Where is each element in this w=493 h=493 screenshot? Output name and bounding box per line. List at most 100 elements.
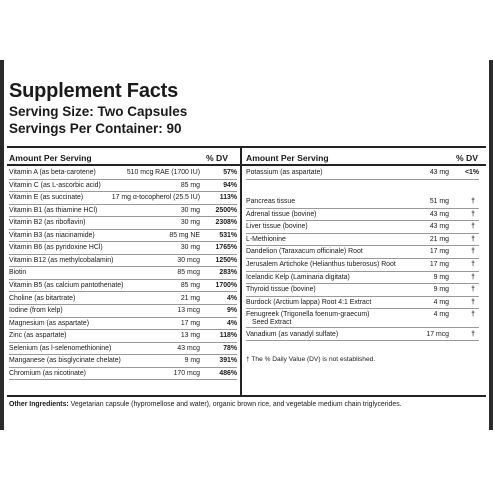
nutrient-dv: 94%	[223, 181, 237, 189]
nutrient-amount: 17 mg α-tocopherol (25.5 IU)	[111, 194, 200, 202]
nutrient-dv: †	[471, 248, 475, 256]
nutrient-dv: †	[471, 198, 475, 205]
nutrient-name: Vitamin A (as beta-carotene)	[9, 169, 96, 176]
nutrient-name: Dandelion (Taraxacum officinale) Root	[246, 248, 363, 256]
column-divider	[240, 148, 242, 396]
nutrient-name: L-Methionine	[246, 235, 286, 243]
nutrient-dv: 2308%	[215, 219, 237, 227]
nutrient-name: Choline (as bitartrate)	[9, 294, 76, 302]
header-rule	[7, 164, 486, 166]
nutrient-dv: †	[471, 223, 475, 231]
nutrient-name: Vanadium (as vanadyl sulfate)	[246, 330, 339, 338]
nutrient-row: Vitamin B12 (as methylcobalamin) 30 mcg 12…	[9, 255, 237, 268]
nutrient-name: Manganese (as bisglycinate chelate)	[9, 357, 121, 365]
nutrient-dv: 118%	[219, 332, 237, 340]
nutrient-dv: †	[471, 261, 475, 268]
dv-footnote: † The % Daily Value (DV) is not establis…	[246, 356, 376, 363]
nutrient-name: Vitamin B6 (as pyridoxine HCl)	[9, 244, 103, 252]
nutrient-row: Fenugreek (Trigonella foenum-graecum) See…	[246, 309, 479, 329]
nutrient-row: Vitamin E (as succinate) 17 mg α-tocopher…	[9, 192, 237, 205]
nutrient-name: Icelandic Kelp (Laminaria digitata)	[246, 273, 350, 281]
nutrient-amount: 17 mcg	[426, 330, 449, 338]
nutrient-amount: 85 mg NE	[169, 231, 200, 239]
nutrient-row: Pancreas tissue 51 mg †	[246, 196, 479, 209]
nutrient-name: Vitamin E (as succinate)	[9, 194, 84, 202]
nutrient-amount: 43 mg	[429, 169, 449, 176]
nutrient-row: Vitamin C (as L-ascorbic acid) 85 mg 94%	[9, 180, 237, 193]
nutrient-amount: 30 mg	[180, 206, 200, 214]
nutrient-row: Thyroid tissue (bovine) 9 mg †	[246, 284, 479, 297]
nutrient-dv: 2500%	[215, 206, 237, 214]
nutrient-dv: 1250%	[215, 256, 237, 264]
nutrient-dv: 4%	[227, 319, 237, 327]
nutrient-amount: 17 mg	[429, 248, 449, 256]
nutrient-amount: 21 mg	[180, 294, 200, 302]
nutrient-name: Vitamin B1 (as thiamine HCl)	[9, 206, 98, 214]
left-header-dv: % DV	[206, 153, 228, 163]
nutrient-name: Vitamin C (as L-ascorbic acid)	[9, 181, 101, 189]
nutrient-dv: †	[471, 311, 475, 319]
nutrient-row: L-Methionine 21 mg †	[246, 234, 479, 247]
nutrient-name: Potassium (as aspartate)	[246, 169, 323, 176]
nutrient-name: Iodine (from kelp)	[9, 307, 63, 315]
top-rule	[7, 146, 486, 148]
right-header-amount: Amount Per Serving	[246, 153, 329, 163]
nutrient-row: Vitamin B2 (as riboflavin) 30 mg 2308%	[9, 217, 237, 230]
nutrient-row: Vitamin B3 (as niacinamide) 85 mg NE 531%	[9, 230, 237, 243]
nutrient-dv: 283%	[219, 269, 237, 277]
nutrient-name: Biotin	[9, 269, 27, 277]
nutrient-amount: 51 mg	[429, 198, 449, 205]
bottom-rule	[7, 395, 486, 397]
nutrient-amount: 85 mcg	[177, 269, 200, 277]
nutrient-name: Vitamin B12 (as methylcobalamin)	[9, 256, 114, 264]
nutrient-amount: 43 mcg	[177, 344, 200, 352]
nutrient-row: Biotin 85 mcg 283%	[9, 267, 237, 280]
nutrient-row: Potassium (as aspartate) 43 mg <1%	[246, 167, 479, 180]
nutrient-name: Pancreas tissue	[246, 198, 296, 205]
other-ingredients-label: Other Ingredients:	[9, 401, 69, 408]
nutrient-dv: †	[471, 286, 475, 294]
nutrient-row: Vitamin B1 (as thiamine HCl) 30 mg 2500%	[9, 205, 237, 218]
image-right-edge	[489, 60, 493, 430]
nutrient-dv: †	[471, 298, 475, 306]
nutrient-amount: 13 mg	[180, 332, 200, 340]
nutrient-row: Zinc (as aspartate) 13 mg 118%	[9, 330, 237, 343]
other-ingredients-text: Vegetarian capsule (hypromellose and wat…	[68, 401, 402, 408]
nutrient-name: Thyroid tissue (bovine)	[246, 286, 316, 294]
nutrient-row: Icelandic Kelp (Laminaria digitata) 9 mg †	[246, 272, 479, 285]
nutrient-name: Zinc (as aspartate)	[9, 332, 67, 340]
nutrient-amount: 510 mcg RAE (1700 IU)	[126, 169, 200, 176]
nutrient-row: Chromium (as nicotinate) 170 mcg 486%	[9, 368, 237, 381]
nutrient-name-continued: Seed Extract	[252, 318, 292, 326]
servings-per-container: Servings Per Container: 90	[9, 121, 182, 136]
image-left-edge	[0, 60, 4, 430]
nutrient-name: Adrenal tissue (bovine)	[246, 210, 317, 218]
nutrient-amount: 30 mg	[180, 219, 200, 227]
nutrient-dv: <1%	[465, 169, 479, 176]
nutrient-row: Selenium (as l-selenomethionine) 43 mcg 78…	[9, 343, 237, 356]
nutrient-dv: 1765%	[215, 244, 237, 252]
nutrient-row: Vanadium (as vanadyl sulfate) 17 mcg †	[246, 329, 479, 342]
nutrient-amount: 30 mcg	[177, 256, 200, 264]
nutrient-name: Burdock (Arctium lappa) Root 4:1 Extract	[246, 298, 372, 306]
nutrient-dv: 486%	[219, 369, 237, 377]
left-header-amount: Amount Per Serving	[9, 153, 92, 163]
nutrient-dv: †	[471, 330, 475, 338]
nutrient-name: Magnesium (as aspartate)	[9, 319, 90, 327]
nutrient-amount: 4 mg	[433, 298, 449, 306]
nutrient-amount: 13 mcg	[177, 307, 200, 315]
nutrient-amount: 21 mg	[429, 235, 449, 243]
nutrient-amount: 30 mg	[180, 244, 200, 252]
nutrient-row: Liver tissue (bovine) 43 mg †	[246, 221, 479, 234]
nutrient-amount: 4 mg	[433, 311, 449, 319]
nutrient-dv: 78%	[223, 344, 237, 352]
nutrient-amount: 17 mg	[429, 261, 449, 268]
nutrient-dv: 531%	[219, 231, 237, 239]
nutrient-dv: 113%	[219, 194, 237, 202]
nutrient-row: Vitamin B6 (as pyridoxine HCl) 30 mg 1765%	[9, 242, 237, 255]
nutrient-amount: 9 mg	[433, 273, 449, 281]
nutrient-dv: †	[471, 273, 475, 281]
nutrient-amount: 9 mg	[433, 286, 449, 294]
supplement-facts-title: Supplement Facts	[9, 80, 179, 102]
nutrient-amount: 43 mg	[429, 223, 449, 231]
